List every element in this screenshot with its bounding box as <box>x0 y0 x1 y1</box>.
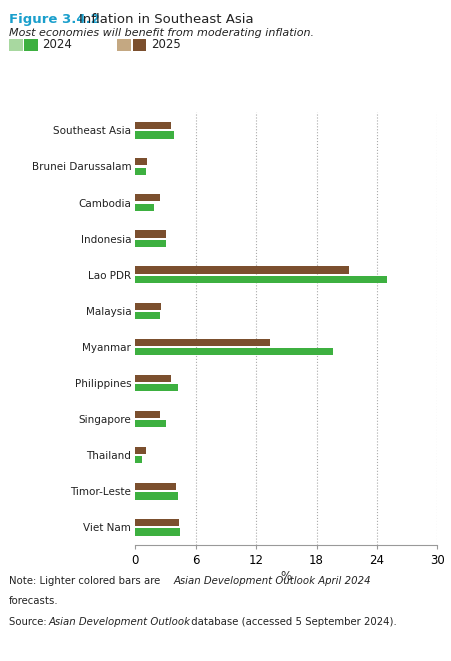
Bar <box>135 312 161 319</box>
Text: Source:: Source: <box>9 617 50 627</box>
Bar <box>135 276 336 283</box>
Bar <box>135 375 170 382</box>
Bar <box>135 194 161 202</box>
Bar <box>135 456 143 463</box>
Text: Figure 3.4.2: Figure 3.4.2 <box>9 13 100 26</box>
Bar <box>135 194 157 202</box>
Bar <box>135 447 147 454</box>
Bar <box>135 158 147 165</box>
Bar <box>135 528 179 535</box>
Bar <box>135 384 174 391</box>
Text: Inflation in Southeast Asia: Inflation in Southeast Asia <box>79 13 253 26</box>
Bar <box>135 492 175 500</box>
Bar <box>135 312 157 319</box>
Bar <box>135 420 166 428</box>
Bar <box>135 168 147 175</box>
Text: Note: Lighter colored bars are: Note: Lighter colored bars are <box>9 576 164 586</box>
Bar <box>135 158 147 165</box>
Bar <box>135 122 167 130</box>
Bar <box>135 132 174 139</box>
Text: Asian Development Outlook April 2024: Asian Development Outlook April 2024 <box>174 576 371 586</box>
Bar <box>135 519 179 526</box>
Bar <box>135 230 164 237</box>
Text: 2024: 2024 <box>42 38 72 52</box>
Bar <box>135 303 158 310</box>
Text: Asian Development Outlook: Asian Development Outlook <box>49 617 191 627</box>
Bar <box>135 519 175 526</box>
Text: forecasts.: forecasts. <box>9 596 59 606</box>
Text: Most economies will benefit from moderating inflation.: Most economies will benefit from moderat… <box>9 28 314 38</box>
Bar <box>135 168 147 175</box>
Bar <box>135 483 174 490</box>
Bar <box>135 276 387 283</box>
Bar <box>135 204 154 211</box>
Bar <box>135 410 161 418</box>
Bar <box>135 420 162 428</box>
Bar <box>135 348 333 355</box>
Bar <box>135 303 161 310</box>
Bar <box>135 384 178 391</box>
Bar <box>135 348 279 355</box>
Bar <box>135 483 175 490</box>
Bar <box>135 240 166 247</box>
Bar <box>135 204 150 211</box>
Bar <box>135 240 164 247</box>
Bar <box>135 338 270 346</box>
Bar <box>135 122 170 130</box>
Bar <box>135 492 178 500</box>
Bar <box>135 456 141 463</box>
Bar <box>135 375 169 382</box>
Bar <box>135 338 251 346</box>
Bar <box>135 528 175 535</box>
Bar <box>135 230 166 237</box>
Text: 2025: 2025 <box>151 38 180 52</box>
Bar <box>135 266 327 274</box>
X-axis label: %: % <box>281 570 292 583</box>
Bar <box>135 266 349 274</box>
Bar <box>135 132 170 139</box>
Bar <box>135 447 145 454</box>
Text: database (accessed 5 September 2024).: database (accessed 5 September 2024). <box>188 617 396 627</box>
Bar <box>135 410 158 418</box>
